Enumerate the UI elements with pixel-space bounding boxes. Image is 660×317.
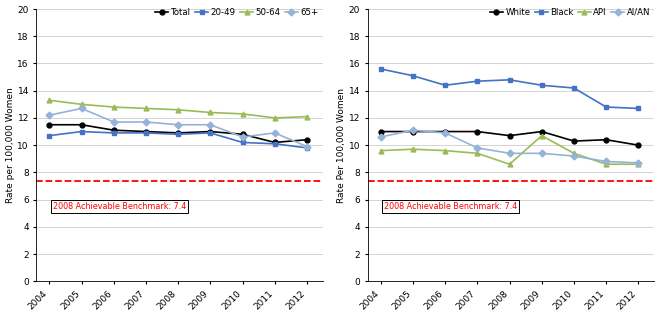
Y-axis label: Rate Per 100,000 Women: Rate Per 100,000 Women: [337, 88, 346, 203]
Text: 2008 Achievable Benchmark: 7.4: 2008 Achievable Benchmark: 7.4: [384, 202, 517, 211]
Y-axis label: Rate per 100,000 Women: Rate per 100,000 Women: [5, 87, 15, 203]
Legend: White, Black, API, Al/AN: White, Black, API, Al/AN: [490, 8, 650, 17]
Text: 2008 Achievable Benchmark: 7.4: 2008 Achievable Benchmark: 7.4: [53, 202, 186, 211]
Legend: Total, 20-49, 50-64, 65+: Total, 20-49, 50-64, 65+: [156, 8, 319, 17]
